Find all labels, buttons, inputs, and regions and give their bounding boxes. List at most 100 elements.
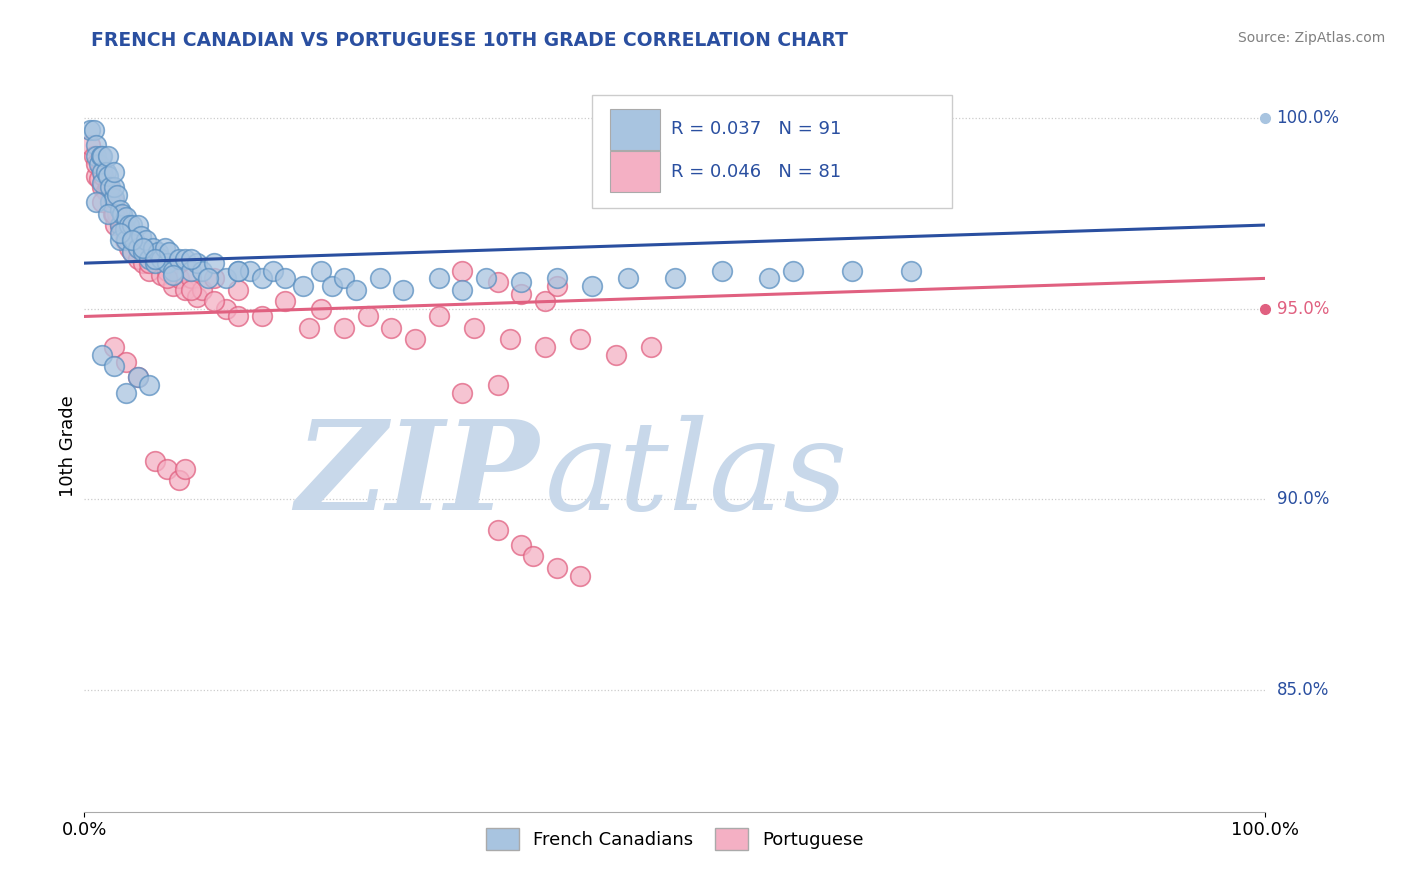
Point [486,523,509,537]
Point [90,161,112,175]
Point [333,321,356,335]
Point [118,241,141,255]
Point [121,218,143,232]
Point [91,347,114,361]
Point [180,271,202,285]
Point [392,283,415,297]
Point [108,218,131,232]
Point [122,233,145,247]
Point [79,123,101,137]
Point [475,271,498,285]
Legend: French Canadians, Portuguese: French Canadians, Portuguese [479,821,870,857]
Point [91,176,114,190]
Point [91,180,114,194]
Point [121,233,143,247]
Point [153,241,176,255]
Point [103,164,125,178]
Point [150,268,173,282]
Point [180,264,202,278]
Point [546,271,568,285]
Point [180,283,202,297]
Point [114,355,136,369]
Text: 100.0%: 100.0% [1277,110,1340,128]
Point [138,252,160,267]
Point [98,180,121,194]
Point [84,195,107,210]
Point [97,206,120,220]
Point [167,271,190,285]
Point [108,226,131,240]
Text: 95.0%: 95.0% [1277,300,1329,318]
Text: Source: ZipAtlas.com: Source: ZipAtlas.com [1237,31,1385,45]
Point [274,294,297,309]
Point [616,271,638,285]
Point [121,244,143,259]
Point [309,264,332,278]
Point [103,180,125,194]
Point [162,268,184,282]
Point [186,256,208,270]
Point [215,271,238,285]
Point [127,252,149,267]
Point [127,370,149,384]
Point [103,340,125,354]
Point [173,283,195,297]
Point [87,172,110,186]
Point [94,164,117,178]
Point [569,332,592,346]
Point [321,279,343,293]
Point [98,191,121,205]
Point [114,233,136,247]
Point [114,385,136,400]
Point [664,271,686,285]
Point [180,252,202,267]
Point [129,229,152,244]
Point [94,184,117,198]
Point [451,283,474,297]
FancyBboxPatch shape [592,95,952,209]
Point [138,264,160,278]
Point [186,290,208,304]
FancyBboxPatch shape [610,152,659,192]
Point [84,149,107,163]
Point [333,271,356,285]
Point [103,359,125,373]
Point [122,233,145,247]
Point [121,244,143,259]
Point [291,279,314,293]
Point [108,202,131,217]
Point [97,169,120,183]
Point [510,286,533,301]
Point [107,187,129,202]
Point [83,123,105,137]
Point [118,218,141,232]
Point [114,233,136,247]
Point [108,233,131,247]
Point [782,264,804,278]
Point [114,222,136,236]
Point [605,347,627,361]
Point [101,206,124,220]
Text: R = 0.046   N = 81: R = 0.046 N = 81 [671,162,841,181]
Point [108,218,131,232]
Point [226,264,249,278]
Point [114,226,136,240]
Point [83,149,105,163]
Point [114,226,136,240]
Point [97,180,120,194]
Point [150,252,173,267]
Point [309,301,332,316]
Point [97,149,120,163]
Point [534,294,557,309]
Point [368,271,391,285]
Point [84,138,107,153]
Text: 85.0%: 85.0% [1277,681,1329,698]
Point [640,340,662,354]
Point [522,549,544,564]
Text: R = 0.037   N = 91: R = 0.037 N = 91 [671,120,842,138]
Point [380,321,402,335]
Point [91,169,114,183]
Point [427,271,450,285]
Point [344,283,367,297]
Point [711,264,734,278]
